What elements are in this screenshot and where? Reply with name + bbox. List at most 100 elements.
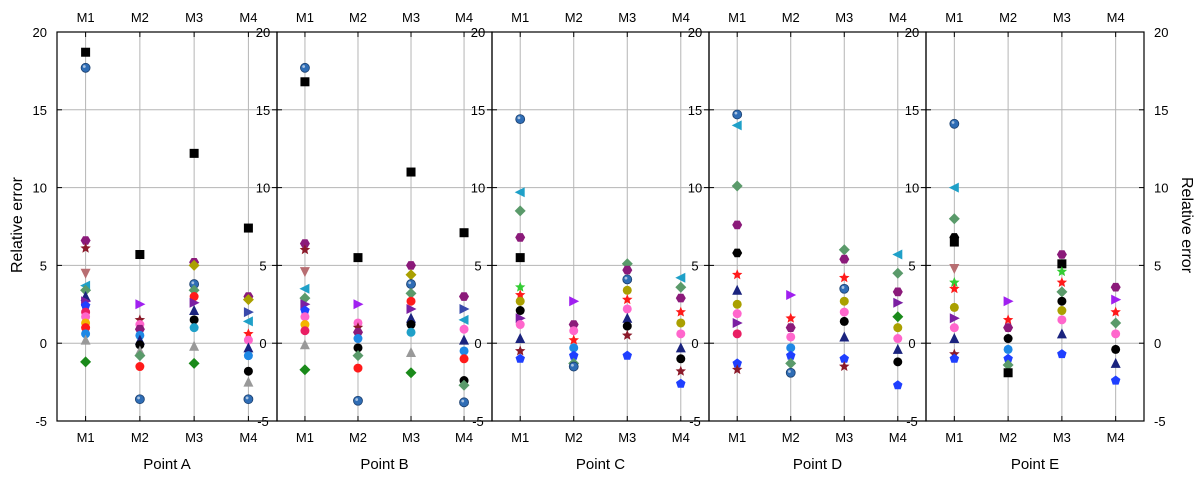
data-point-hexagon	[515, 233, 526, 242]
y-tick-label-inner: 20	[905, 25, 919, 40]
x-tick-label-top: M4	[455, 10, 473, 25]
x-tick-label-bottom: M4	[1107, 430, 1125, 445]
y-tick-label-inner: -5	[689, 414, 701, 429]
data-point-circle	[243, 351, 253, 361]
y-tick-label-inner: 10	[471, 181, 485, 196]
data-point-triangle-down	[299, 267, 310, 278]
data-point-triangle-up	[732, 284, 743, 295]
x-tick-label-bottom: M3	[618, 430, 636, 445]
data-point-triangle-up	[1056, 328, 1067, 339]
panel-title: Point E	[1011, 456, 1059, 473]
data-point-triangle-left	[675, 272, 686, 283]
data-point-triangle-up	[949, 333, 960, 343]
data-point-triangle-up	[459, 334, 469, 345]
x-tick-label-top: M4	[1107, 10, 1125, 25]
data-point-triangle-up	[406, 347, 416, 357]
y-tick-label-inner: 0	[259, 336, 266, 351]
x-tick-label-top: M4	[672, 10, 690, 25]
x-tick-label-top: M2	[565, 10, 583, 25]
data-point-star	[732, 364, 743, 375]
data-point-star	[80, 242, 91, 253]
x-tick-label-bottom: M2	[565, 430, 583, 445]
y-tick-label-inner: 5	[259, 258, 266, 273]
data-point-hexagon	[459, 292, 469, 301]
data-point-square	[406, 167, 416, 177]
data-point-sphere	[622, 274, 633, 285]
x-tick-label-bottom: M1	[728, 430, 746, 445]
y-tick-label-right: -5	[1154, 414, 1166, 429]
data-point-triangle-right	[353, 299, 364, 310]
data-point-highlight	[191, 281, 195, 285]
data-point-diamond	[405, 367, 417, 379]
y-tick-label-inner: 10	[905, 181, 919, 196]
data-point-circle	[353, 334, 363, 344]
y-tick-label-right: 20	[1154, 25, 1168, 40]
y-tick-label-inner: 15	[471, 103, 485, 118]
data-point-circle	[839, 316, 849, 326]
data-point-circle	[676, 329, 686, 339]
data-point-sphere	[243, 394, 254, 405]
y-tick-label-left: 20	[33, 25, 47, 40]
data-point-triangle-right	[569, 296, 580, 307]
y-tick-label-right: 10	[1154, 181, 1168, 196]
x-tick-label-top: M2	[782, 10, 800, 25]
data-point-square	[949, 237, 959, 247]
data-point-star	[515, 289, 526, 300]
data-point-highlight	[624, 276, 628, 280]
y-axis-label-left: Relative error	[9, 176, 26, 273]
x-tick-label-bottom: M4	[239, 430, 257, 445]
data-point-circle	[459, 346, 469, 356]
data-point-square	[1057, 259, 1067, 269]
y-tick-label-inner: 0	[908, 336, 915, 351]
data-point-sphere	[353, 395, 363, 406]
x-tick-label-bottom: M4	[889, 430, 907, 445]
data-point-diamond	[731, 180, 743, 192]
y-tick-label-inner: 20	[256, 25, 270, 40]
data-point-highlight	[137, 396, 140, 400]
data-point-highlight	[461, 399, 465, 403]
y-tick-label-inner: -5	[906, 414, 918, 429]
data-point-triangle-up	[839, 331, 850, 342]
x-tick-label-top: M3	[835, 10, 853, 25]
data-point-triangle-up	[515, 333, 526, 343]
y-tick-label-inner: 15	[688, 103, 702, 118]
panel-frame	[925, 31, 1145, 422]
data-point-diamond	[405, 287, 417, 299]
data-point-triangle-up	[892, 343, 903, 354]
data-point-sphere	[785, 367, 796, 378]
x-tick-label-bottom: M1	[511, 430, 529, 445]
data-point-circle	[189, 292, 199, 302]
data-point-diamond	[1002, 359, 1014, 371]
data-point-hexagon	[406, 261, 416, 270]
data-point-pentagon	[893, 380, 903, 390]
data-point-star	[1056, 277, 1068, 287]
x-tick-label-bottom: M2	[999, 430, 1017, 445]
data-point-circle	[732, 299, 742, 309]
x-tick-label-top: M3	[185, 10, 203, 25]
data-point-diamond	[242, 294, 254, 306]
data-point-highlight	[302, 65, 306, 68]
data-point-circle	[135, 340, 145, 350]
data-point-circle	[676, 318, 686, 328]
data-point-star	[515, 345, 526, 356]
x-tick-label-top: M2	[999, 10, 1017, 25]
panel-title: Point C	[576, 456, 625, 473]
data-point-triangle-up	[189, 305, 200, 315]
data-point-circle	[893, 323, 903, 333]
data-point-star	[785, 312, 796, 323]
data-point-pentagon	[515, 353, 525, 363]
y-tick-label-inner: 5	[691, 258, 698, 273]
data-point-pentagon	[676, 378, 686, 388]
y-tick-label-inner: 15	[905, 103, 919, 118]
data-point-star	[949, 277, 960, 287]
data-point-pentagon	[732, 358, 742, 368]
data-point-sphere	[80, 62, 91, 73]
data-point-triangle-up	[406, 312, 416, 323]
x-tick-label-bottom: M1	[296, 430, 314, 445]
x-tick-label-bottom: M2	[349, 430, 367, 445]
data-point-circle	[406, 320, 416, 330]
data-point-sphere	[406, 279, 416, 289]
data-point-star	[299, 244, 311, 255]
y-tick-label-inner: 20	[688, 25, 702, 40]
